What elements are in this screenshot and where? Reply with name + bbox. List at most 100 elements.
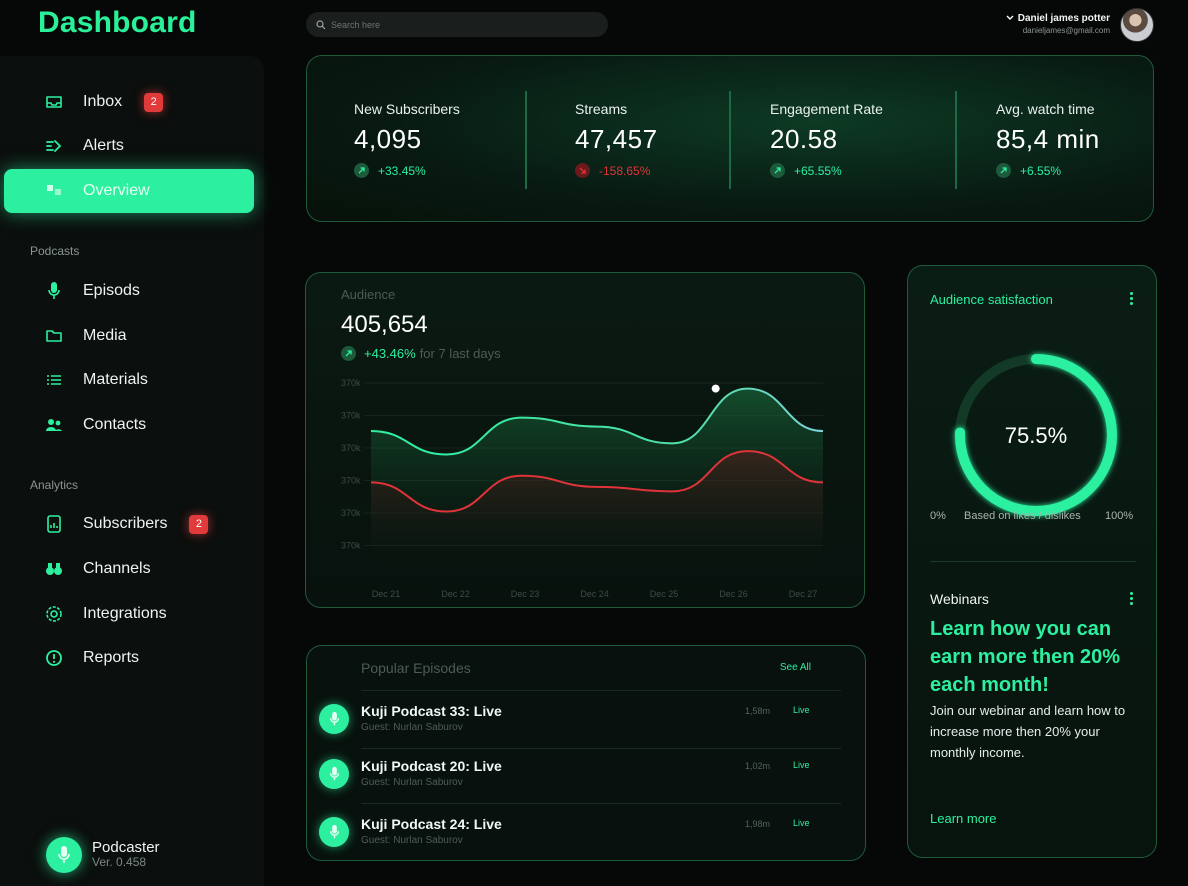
gauge-fill xyxy=(955,354,1117,516)
gauge-max-label: 100% xyxy=(1105,510,1134,522)
sidebar-item-label: Alerts xyxy=(83,137,124,154)
subscribers-count-badge: 2 xyxy=(189,514,209,534)
stats-card: New Subscribers 4,095 +33.45% Streams 47… xyxy=(306,55,1154,222)
arrow-up-right-icon xyxy=(770,163,785,178)
sidebar-item-overview[interactable]: Overview xyxy=(4,169,254,213)
sidebar-item-subscribers[interactable]: Subscribers 2 xyxy=(4,502,254,546)
user-email: danieljames@gmail.com xyxy=(1022,26,1110,35)
avatar[interactable] xyxy=(1120,8,1154,42)
gauge-min-label: 0% xyxy=(930,510,946,522)
stat-value: 85,4 min xyxy=(996,124,1100,154)
list-icon xyxy=(44,370,64,390)
mic-icon xyxy=(319,704,349,734)
audience-value: 405,654 xyxy=(341,311,428,338)
y-tick-label: 370k xyxy=(341,541,361,551)
stat-divider xyxy=(955,91,957,189)
mic-icon xyxy=(319,817,349,847)
stat-change: -158.65% xyxy=(575,163,658,178)
episode-guest: Guest: Nurlan Saburov xyxy=(361,722,463,733)
audience-change-period: for 7 last days xyxy=(419,346,501,361)
sidebar-item-reports[interactable]: Reports xyxy=(4,636,254,680)
gauge-caption: Based on likes / dislikes xyxy=(964,510,1081,522)
subscribers-icon xyxy=(44,514,64,534)
alerts-icon xyxy=(44,136,64,156)
sidebar-item-channels[interactable]: Channels xyxy=(4,547,254,591)
x-tick-label: Dec 21 xyxy=(372,589,401,599)
stat-divider xyxy=(729,91,731,189)
stat-engagement-rate: Engagement Rate 20.58 +65.55% xyxy=(770,101,883,178)
stat-new-subscribers: New Subscribers 4,095 +33.45% xyxy=(354,101,460,178)
webinar-body: Join our webinar and learn how to increa… xyxy=(930,703,1126,760)
sidebar-item-label: Integrations xyxy=(83,605,167,622)
section-label-analytics: Analytics xyxy=(30,478,79,492)
app-logo: Dashboard xyxy=(38,6,197,39)
episode-guest: Guest: Nurlan Saburov xyxy=(361,835,463,846)
stat-change: +33.45% xyxy=(354,163,460,178)
sidebar-item-episods[interactable]: Episods xyxy=(4,269,254,313)
folder-icon xyxy=(44,326,64,346)
more-options-icon[interactable] xyxy=(1130,292,1134,305)
stat-streams: Streams 47,457 -158.65% xyxy=(575,101,658,178)
divider xyxy=(361,748,841,749)
sidebar-item-media[interactable]: Media xyxy=(4,314,254,358)
arrow-up-right-icon xyxy=(996,163,1011,178)
series-line-red xyxy=(370,450,824,513)
audience-card: Audience 405,654 +43.46% for 7 last days… xyxy=(305,272,865,608)
list-item[interactable]: Kuji Podcast 24: Live Guest: Nurlan Sabu… xyxy=(317,809,857,861)
sidebar-item-label: Subscribers xyxy=(83,515,168,532)
sidebar-item-integrations[interactable]: Integrations xyxy=(4,592,254,636)
stat-change: +65.55% xyxy=(770,163,883,178)
stat-label: Streams xyxy=(575,101,628,117)
section-label-podcasts: Podcasts xyxy=(30,244,80,258)
inbox-icon xyxy=(44,92,64,112)
arrow-up-right-icon xyxy=(341,346,356,361)
sidebar-item-alerts[interactable]: Alerts xyxy=(4,124,254,168)
sidebar-item-inbox[interactable]: Inbox 2 xyxy=(4,80,254,124)
x-tick-label: Dec 22 xyxy=(441,589,470,599)
user-menu[interactable]: Daniel james potter danieljames@gmail.co… xyxy=(1006,8,1154,42)
y-tick-label: 370k xyxy=(341,378,361,388)
arrow-down-right-icon xyxy=(575,163,590,178)
mic-icon xyxy=(44,281,64,301)
episodes-title: Popular Episodes xyxy=(361,660,471,676)
learn-more-link[interactable]: Learn more xyxy=(930,811,997,826)
sidebar-item-materials[interactable]: Materials xyxy=(4,358,254,402)
episode-status: Live xyxy=(793,705,810,715)
search-bar[interactable] xyxy=(306,12,608,37)
y-tick-label: 370k xyxy=(341,443,361,453)
list-item[interactable]: Kuji Podcast 33: Live Guest: Nurlan Sabu… xyxy=(317,696,857,748)
sidebar-item-label: Inbox xyxy=(83,93,123,110)
users-icon xyxy=(44,415,64,435)
x-tick-label: Dec 25 xyxy=(650,589,679,599)
inbox-count-badge: 2 xyxy=(144,92,164,112)
divider xyxy=(930,561,1136,562)
highlight-point[interactable] xyxy=(711,384,720,393)
series-line-green xyxy=(370,387,824,456)
stat-value: 47,457 xyxy=(575,124,658,154)
sidebar-item-label: Overview xyxy=(83,182,150,199)
search-input[interactable] xyxy=(331,19,581,30)
stat-value: 20.58 xyxy=(770,124,838,154)
satisfaction-webinar-card: Audience satisfaction 75.5% 0% Based on … xyxy=(907,265,1157,858)
see-all-link[interactable]: See All xyxy=(779,662,811,673)
x-tick-label: Dec 27 xyxy=(789,589,818,599)
audience-change: +43.46% for 7 last days xyxy=(341,346,501,361)
list-item[interactable]: Kuji Podcast 20: Live Guest: Nurlan Sabu… xyxy=(317,751,857,803)
sidebar-item-label: Materials xyxy=(83,371,148,388)
integrations-icon xyxy=(44,604,64,624)
sidebar-item-contacts[interactable]: Contacts xyxy=(4,403,254,447)
arrow-up-right-icon xyxy=(354,163,369,178)
sidebar-item-label: Episods xyxy=(83,282,140,299)
sidebar-item-label: Media xyxy=(83,327,127,344)
gauge-value: 75.5% xyxy=(1005,423,1067,448)
episode-duration: 1,58m xyxy=(745,706,771,716)
app-profile[interactable]: Podcaster Ver. 0.458 xyxy=(46,837,160,873)
more-options-icon[interactable] xyxy=(1130,592,1134,605)
episode-name: Kuji Podcast 24: Live xyxy=(361,816,502,832)
divider xyxy=(361,803,841,804)
app-version: Ver. 0.458 xyxy=(92,855,147,869)
satisfaction-title: Audience satisfaction xyxy=(930,292,1053,307)
stat-change: +6.55% xyxy=(996,163,1100,178)
mic-icon xyxy=(319,759,349,789)
stat-avg-watch-time: Avg. watch time 85,4 min +6.55% xyxy=(996,101,1100,178)
